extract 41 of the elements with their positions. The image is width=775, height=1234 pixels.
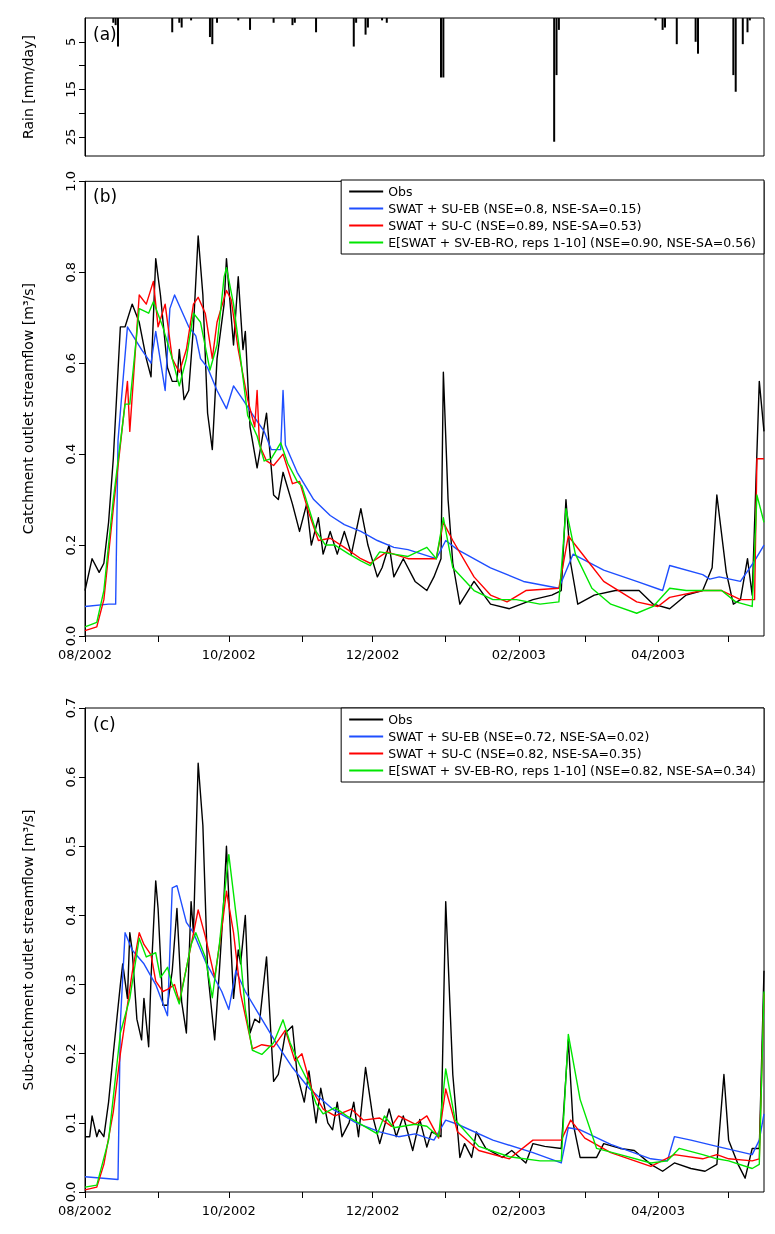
legend-label: SWAT + SU-C (NSE=0.89, NSE-SA=0.53) [388,218,642,233]
y-tick-label: 15 [63,81,78,98]
x-tick-label: 10/2002 [201,1203,256,1218]
y-tick-label: 0.4 [63,443,78,465]
y-tick-label: 0.0 [63,1181,78,1203]
y-axis-title: Catchment outlet streamflow [m³/s] [20,282,36,535]
chart-title: (a) [93,23,117,44]
y-tick-label: 25 [63,128,78,146]
x-tick-label: 04/2003 [630,1203,685,1218]
y-tick-label: 0.7 [63,697,78,719]
x-tick-label: 02/2003 [491,647,546,662]
chart-title: (c) [93,713,116,734]
y-axis-title: Sub-catchment outlet streamflow [m³/s] [20,809,36,1091]
y-tick-label: 0.1 [63,1112,78,1134]
y-tick-label: 0.2 [63,534,78,556]
chart-title: (b) [93,185,118,206]
x-tick-label: 08/2002 [57,1203,113,1218]
x-tick-label: 04/2003 [630,647,685,662]
y-tick-label: 1.0 [63,170,78,192]
legend-label: Obs [388,184,413,199]
y-tick-label: 0.6 [63,352,78,374]
y-tick-label: 0.3 [63,974,78,995]
y-tick-label: 0.8 [63,261,78,283]
y-tick-label: 0.2 [63,1043,78,1065]
y-tick-label: 0.4 [63,905,78,926]
x-tick-label: 02/2003 [491,1203,546,1218]
y-tick-label: 0.6 [63,766,78,788]
legend-label: E[SWAT + SV-EB-RO, reps 1-10] (NSE=0.90, NSE-SA=0.56) [388,235,756,250]
y-tick-label: 0.0 [63,625,78,647]
legend-label: SWAT + SU-C (NSE=0.82, NSE-SA=0.35) [388,746,642,761]
legend-label: SWAT + SU-EB (NSE=0.8, NSE-SA=0.15) [388,201,642,216]
y-axis-title: Rain [mm/day] [20,35,36,139]
legend-label: E[SWAT + SV-EB-RO, reps 1-10] (NSE=0.82, NSE-SA=0.34) [388,763,756,778]
x-tick-label: 08/2002 [57,647,113,662]
x-tick-label: 12/2002 [345,647,400,662]
y-tick-label: 5 [63,37,78,46]
legend-label: Obs [388,712,413,727]
x-tick-label: 10/2002 [201,647,256,662]
legend-label: SWAT + SU-EB (NSE=0.72, NSE-SA=0.02) [388,729,650,744]
y-tick-label: 0.5 [63,835,78,857]
x-tick-label: 12/2002 [345,1203,400,1218]
